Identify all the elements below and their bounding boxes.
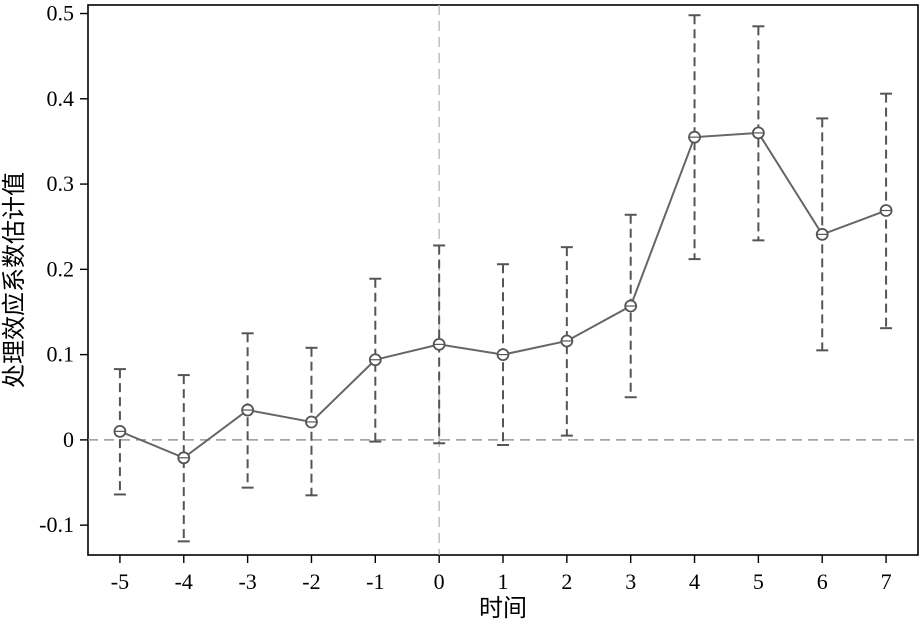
data-point: [751, 126, 765, 140]
x-tick-label: 2: [561, 569, 572, 594]
y-tick-label: -0.1: [39, 512, 74, 537]
error-bar: [752, 25, 765, 242]
x-tick-label: -2: [302, 569, 320, 594]
y-tick-label: 0.2: [47, 256, 75, 281]
x-tick-label: -4: [175, 569, 193, 594]
data-point: [113, 424, 127, 438]
y-tick-label: 0.1: [47, 342, 75, 367]
x-tick-label: 7: [881, 569, 892, 594]
error-bar: [369, 277, 382, 443]
y-tick-label: 0.5: [47, 1, 75, 26]
x-tick-label: -3: [238, 569, 256, 594]
x-tick-label: 0: [434, 569, 445, 594]
x-axis: -5 -4 -3 -2 -1 0 1 2 3 4 5 6 7: [111, 555, 892, 594]
error-bar: [560, 246, 573, 437]
y-tick-label: 0: [63, 427, 74, 452]
error-bars: [113, 14, 893, 543]
data-point: [688, 130, 701, 144]
y-axis-title: 处理效应系数估计值: [1, 172, 28, 388]
x-tick-label: 4: [689, 569, 700, 594]
x-tick-label: 1: [498, 569, 509, 594]
data-point: [815, 227, 829, 241]
x-tick-label: -1: [366, 569, 384, 594]
y-tick-label: 0.4: [47, 86, 75, 111]
data-point: [496, 348, 510, 362]
data-point: [879, 204, 893, 217]
data-point: [177, 451, 191, 465]
y-tick-label: 0.3: [47, 171, 75, 196]
y-axis: -0.1 0 0.1 0.2 0.3 0.4 0.5: [39, 1, 88, 537]
x-tick-label: 3: [625, 569, 636, 594]
data-point: [305, 415, 318, 429]
x-axis-title: 时间: [479, 595, 527, 622]
x-tick-label: 6: [817, 569, 828, 594]
data-point: [241, 403, 255, 417]
x-tick-label: 5: [753, 569, 764, 594]
data-point: [560, 334, 574, 348]
markers: [113, 126, 893, 465]
error-bar: [177, 374, 190, 543]
error-bar: [688, 14, 701, 261]
data-point: [432, 337, 446, 351]
data-point: [368, 353, 382, 367]
x-tick-label: -5: [111, 569, 129, 594]
data-point: [624, 299, 638, 313]
